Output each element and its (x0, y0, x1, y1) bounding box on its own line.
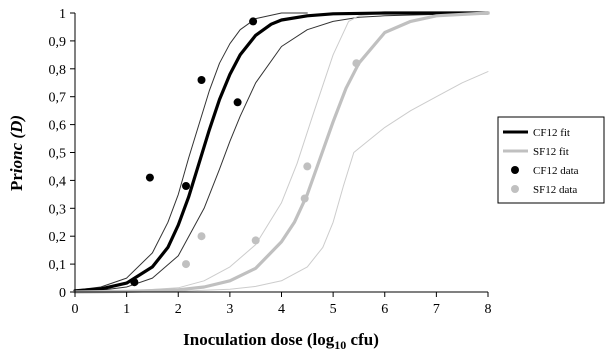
legend-label: SF12 data (533, 184, 577, 196)
x-tick-label: 6 (381, 302, 388, 317)
y-tick-label: 0 (59, 286, 66, 301)
y-tick-label: 0,5 (49, 147, 67, 162)
sf12-data-point (182, 260, 190, 269)
series-layer (73, 11, 490, 294)
x-axis-title: Inoculation dose (log10 cfu) (183, 330, 379, 352)
y-tick-label: 0,3 (49, 202, 67, 217)
cf12-data-point (145, 173, 154, 182)
y-tick-label: 0,1 (49, 258, 67, 273)
y-tick-label: 0,7 (49, 91, 67, 106)
y-tick-label: 0,2 (49, 230, 67, 245)
sf12-fit-line (73, 11, 490, 294)
legend-label: CF12 data (533, 165, 579, 177)
x-tick-label: 4 (278, 302, 285, 317)
x-axis-title-tail: cfu) (346, 330, 379, 349)
y-tick-label: 0,8 (49, 63, 67, 78)
plot-area: 0 1 2 3 4 5 6 7 8 0 0,1 0,2 0,3 0,4 0,5 0,6 0,7 0,8 0,9 1 (49, 7, 492, 317)
legend-items: CF12 fit SF12 fit CF12 data SF12 data (503, 127, 579, 196)
sf12-data-point (300, 194, 309, 203)
cf12-fit-line (73, 11, 490, 293)
sf12-data-point (251, 236, 260, 245)
sf12-data-point (303, 162, 312, 171)
x-tick-label: 8 (485, 302, 492, 317)
confidence-bound-line-1 (74, 12, 308, 291)
confidence-bound-line-3 (74, 12, 489, 293)
x-tick-label: 1 (123, 302, 130, 317)
legend: CF12 fit SF12 fit CF12 data SF12 data (497, 116, 605, 204)
axes (70, 12, 489, 297)
legend-swatch-point (511, 185, 519, 193)
y-axis-title-main: Pr (7, 173, 26, 191)
tick-labels: 0 1 2 3 4 5 6 7 8 0 0,1 0,2 0,3 0,4 0,5 0,6 0,7 0,8 0,9 1 (49, 7, 492, 317)
sf12-data-point (197, 232, 206, 241)
confidence-bound-line-4 (74, 71, 489, 293)
cf12-data-point (197, 76, 206, 84)
y-tick-label: 1 (59, 7, 66, 22)
y-tick-label: 0,6 (49, 119, 67, 134)
legend-label: SF12 fit (533, 146, 569, 158)
confidence-bound-line-2 (74, 12, 489, 292)
x-axis-title-subscript: 10 (334, 338, 346, 352)
y-axis-title-tail: (D) (7, 115, 26, 143)
x-tick-label: 2 (175, 302, 182, 317)
y-tick-label: 0,4 (49, 174, 67, 189)
y-axis-title-italic: ionc (7, 142, 26, 173)
cf12-data-point (182, 182, 190, 190)
x-tick-label: 5 (330, 302, 337, 317)
legend-swatch-point (511, 166, 519, 174)
x-tick-label: 3 (226, 302, 233, 317)
y-tick-label: 0,9 (49, 35, 67, 50)
x-tick-label: 7 (433, 302, 440, 317)
legend-label: CF12 fit (533, 127, 570, 139)
y-axis-title: Prionc (D) (7, 115, 26, 191)
cf12-data-point (233, 98, 242, 107)
x-tick-label: 0 (72, 302, 79, 317)
cf12-data-point (249, 17, 258, 26)
x-axis-title-main: Inoculation dose (log (183, 330, 335, 349)
cf12-data-point (130, 278, 139, 287)
sf12-data-point (352, 59, 361, 68)
